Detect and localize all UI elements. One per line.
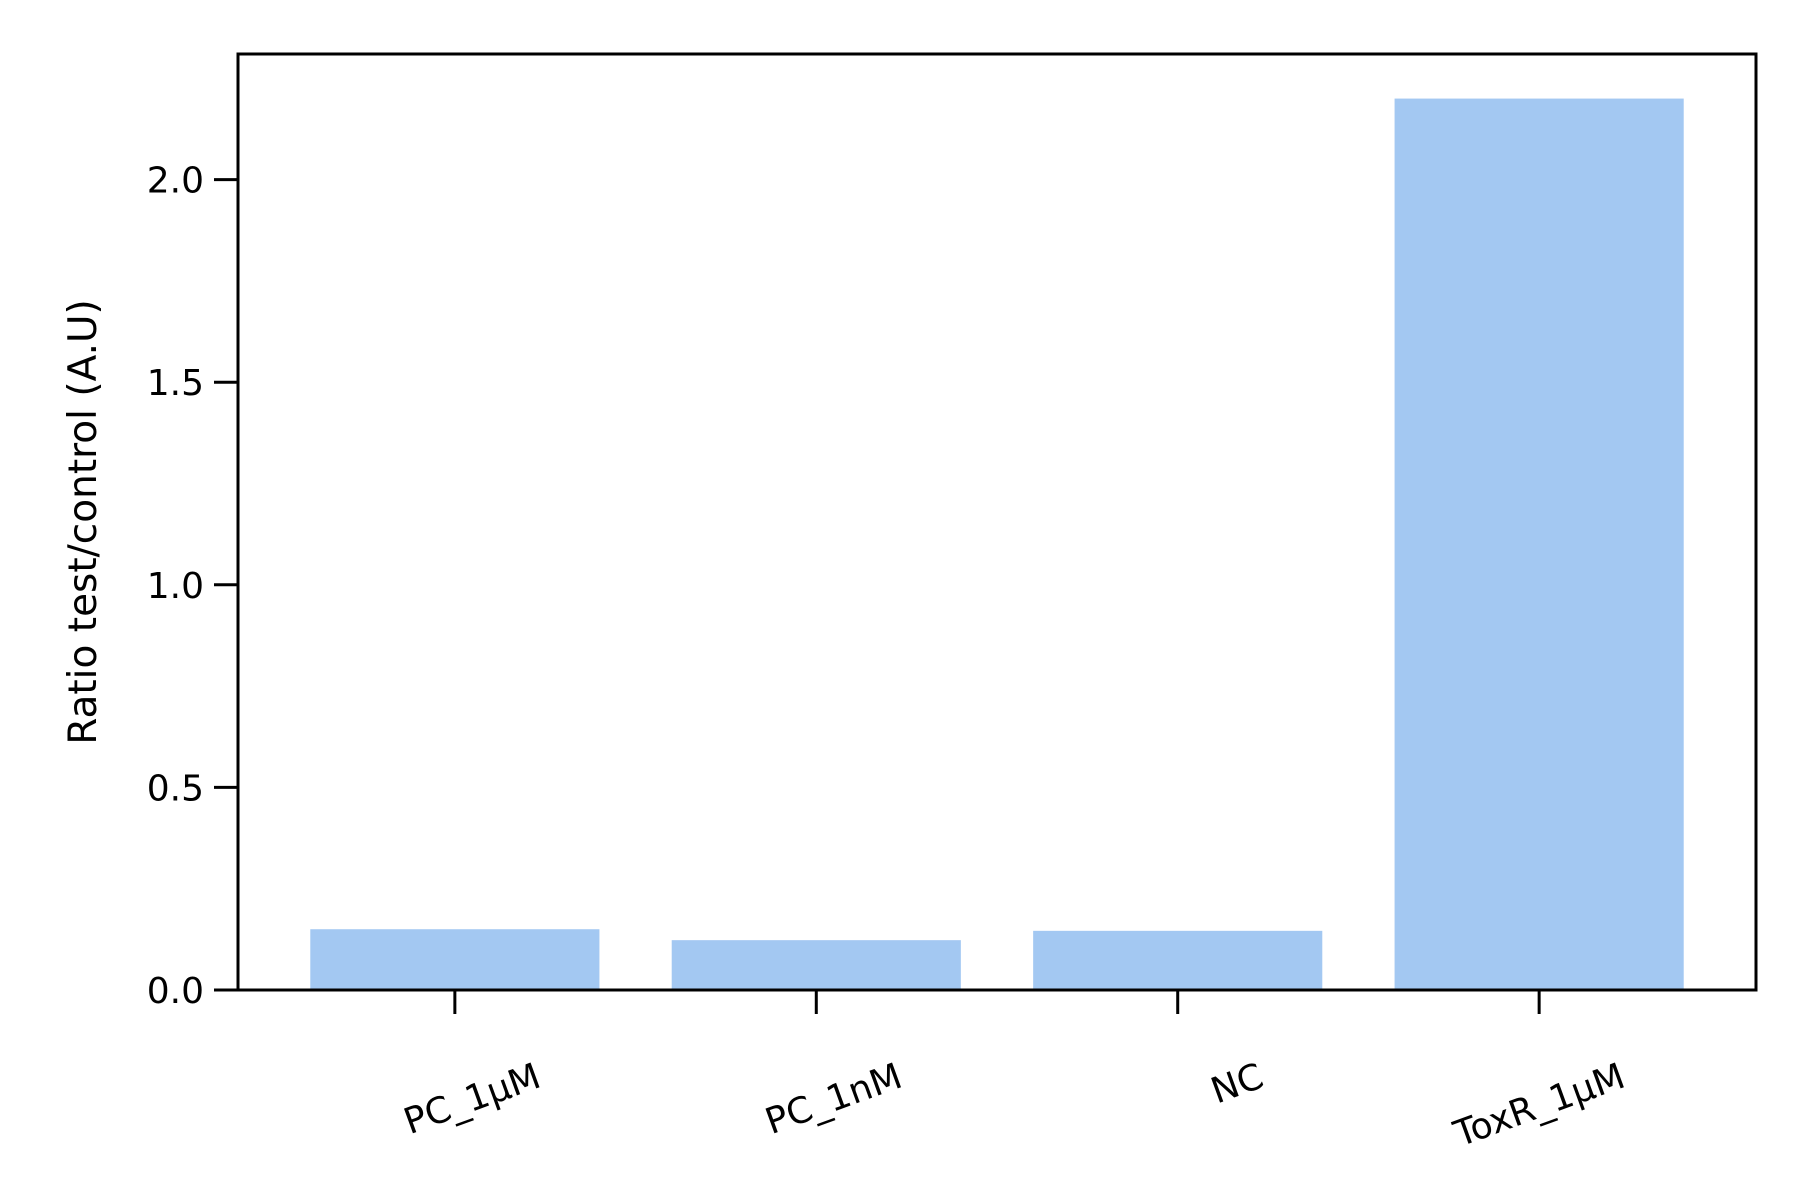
y-tick-label: 1.0: [147, 566, 204, 607]
bar-2: [1033, 930, 1323, 990]
plot-frame: [236, 52, 1758, 992]
y-tick-label: 2.0: [147, 161, 204, 202]
bars-layer: [310, 98, 1684, 991]
x-ticks: PC_1µM PC_1nM NC ToxR_1µM: [399, 990, 1630, 1156]
x-tick-label: PC_1nM: [760, 1056, 907, 1143]
y-axis-label: Ratio test/control (A.U): [61, 299, 106, 745]
x-tick-label: ToxR_1µM: [1448, 1056, 1630, 1156]
bar-3: [1394, 98, 1684, 991]
y-tick-label: 0.0: [147, 971, 204, 1012]
y-tick-label: 1.5: [147, 363, 204, 404]
y-ticks: 0.0 0.5 1.0 1.5 2.0: [147, 161, 238, 1012]
y-tick-label: 0.5: [147, 768, 204, 809]
bar-1: [671, 940, 961, 990]
x-tick-label: PC_1µM: [399, 1056, 546, 1143]
x-tick-label: NC: [1206, 1056, 1269, 1112]
bar-0: [310, 929, 600, 990]
